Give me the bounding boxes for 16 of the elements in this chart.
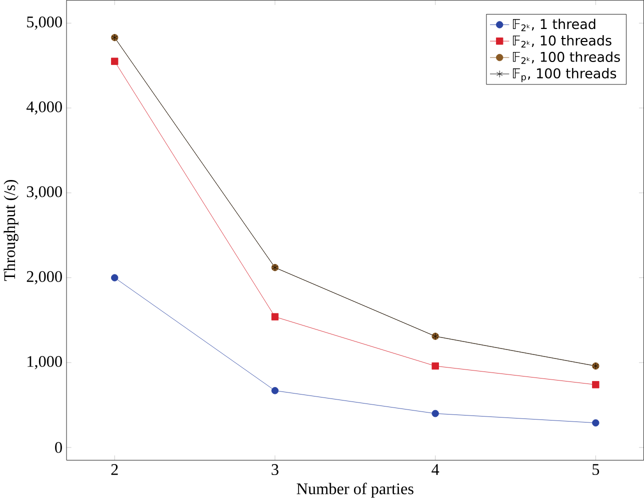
legend-label: 𝔽$_{2ᵏ}$, 10 threads bbox=[512, 35, 612, 48]
y-tick-label: 0 bbox=[55, 442, 62, 453]
legend-label: 𝔽$_{2ᵏ}$, 1 thread bbox=[512, 18, 596, 31]
legend-label: 𝔽$_{2ᵏ}$, 100 threads bbox=[512, 51, 620, 64]
y-tick-label: 2,000 bbox=[26, 270, 62, 284]
x-tick-label: 3 bbox=[272, 464, 278, 475]
y-tick-label: 1,000 bbox=[28, 356, 62, 370]
y-axis-title: Throughput (/s) bbox=[4, 180, 18, 281]
x-axis-title: Number of parties bbox=[296, 482, 414, 498]
y-tick-label: 5,000 bbox=[27, 16, 62, 30]
x-tick-label: 2 bbox=[111, 464, 118, 475]
x-tick-label: 5 bbox=[592, 464, 600, 475]
x-tick-label: 4 bbox=[432, 464, 440, 475]
y-tick-label: 3,000 bbox=[26, 186, 62, 200]
legend-label: 𝔽$_{p}$, 100 threads bbox=[512, 68, 616, 82]
y-tick-label: 4,000 bbox=[26, 101, 62, 114]
